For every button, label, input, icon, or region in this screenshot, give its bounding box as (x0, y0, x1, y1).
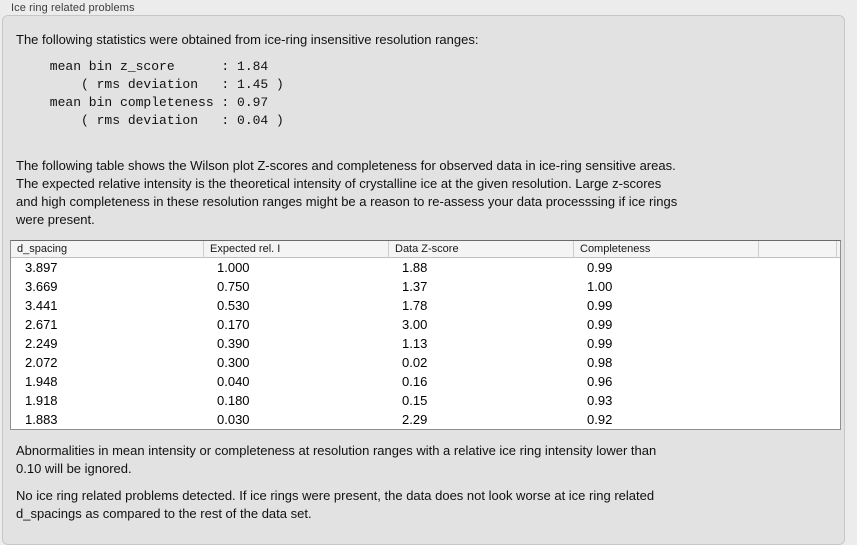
table-cell (758, 353, 836, 372)
table-cell (836, 391, 840, 410)
ignore-note-text: Abnormalities in mean intensity or compl… (16, 443, 657, 476)
table-cell: 0.750 (217, 279, 250, 294)
table-cell: 3.897 (25, 260, 58, 275)
table-cell (758, 258, 836, 277)
table-cell: 0.170 (217, 317, 250, 332)
table-cell: 0.99 (587, 317, 613, 332)
table-cell (758, 391, 836, 410)
table-cell: 1.88 (402, 260, 428, 275)
results-table: d_spacing Expected rel. I Data Z-score Comp… (10, 240, 841, 430)
column-header: Completeness (573, 241, 758, 258)
table-row[interactable]: 3.897 1.000 1.88 0.99 (11, 258, 840, 277)
table-cell: 0.180 (217, 393, 250, 408)
column-header: Data Z-score (388, 241, 573, 258)
table-cell: 0.02 (402, 355, 428, 370)
table-cell: 1.00 (587, 279, 613, 294)
column-header: Expected rel. I (203, 241, 388, 258)
table-cell: 1.883 (25, 412, 58, 427)
column-header: d_spacing (11, 241, 203, 258)
table-cell: 0.16 (402, 374, 428, 389)
table-cell: 3.669 (25, 279, 58, 294)
table-row[interactable]: 2.671 0.170 3.00 0.99 (11, 315, 840, 334)
column-header (836, 241, 840, 258)
table-cell: 0.530 (217, 298, 250, 313)
table-container: d_spacing Expected rel. I Data Z-score Comp… (10, 240, 841, 430)
table-cell: 0.390 (217, 336, 250, 351)
description-text: The following table shows the Wilson plo… (16, 158, 678, 227)
table-cell: 1.78 (402, 298, 428, 313)
table-cell (836, 315, 840, 334)
table-cell (758, 315, 836, 334)
panel-title: Ice ring related problems (11, 2, 135, 14)
table-row[interactable]: 3.441 0.530 1.78 0.99 (11, 296, 840, 315)
table-cell: 0.15 (402, 393, 428, 408)
table-cell (836, 353, 840, 372)
stats-block: mean bin z_score : 1.84 ( rms deviation … (49, 59, 284, 128)
table-cell: 0.99 (587, 260, 613, 275)
table-cell (836, 296, 840, 315)
table-cell (758, 372, 836, 391)
table-row[interactable]: 1.918 0.180 0.15 0.93 (11, 391, 840, 410)
table-cell: 0.92 (587, 412, 613, 427)
conclusion-text: No ice ring related problems detected. I… (16, 488, 655, 521)
table-row[interactable]: 1.883 0.030 2.29 0.92 (11, 410, 840, 429)
table-cell: 0.030 (217, 412, 250, 427)
table-row[interactable]: 2.072 0.300 0.02 0.98 (11, 353, 840, 372)
table-body: 3.897 1.000 1.88 0.99 3.669 0.750 1.37 1.00 3.44… (11, 258, 840, 429)
table-cell (758, 334, 836, 353)
table-cell (836, 410, 840, 429)
table-cell (758, 410, 836, 429)
table-cell: 2.671 (25, 317, 58, 332)
table-cell: 0.96 (587, 374, 613, 389)
table-cell: 1.13 (402, 336, 428, 351)
table-cell: 0.040 (217, 374, 250, 389)
table-cell: 2.249 (25, 336, 58, 351)
stats-intro-text: The following statistics were obtained f… (16, 32, 479, 47)
table-cell: 3.441 (25, 298, 58, 313)
table-cell: 0.93 (587, 393, 613, 408)
table-cell: 3.00 (402, 317, 428, 332)
table-cell (758, 277, 836, 296)
table-cell: 2.29 (402, 412, 428, 427)
table-cell: 0.300 (217, 355, 250, 370)
table-cell: 2.072 (25, 355, 58, 370)
table-row[interactable]: 1.948 0.040 0.16 0.96 (11, 372, 840, 391)
table-cell: 0.98 (587, 355, 613, 370)
table-header-row: d_spacing Expected rel. I Data Z-score Comp… (11, 241, 840, 258)
ice-ring-panel: The following statistics were obtained f… (2, 15, 845, 545)
table-cell: 1.918 (25, 393, 58, 408)
table-row[interactable]: 2.249 0.390 1.13 0.99 (11, 334, 840, 353)
table-cell (836, 334, 840, 353)
table-cell (836, 277, 840, 296)
table-cell (836, 372, 840, 391)
table-cell (758, 296, 836, 315)
table-cell: 1.000 (217, 260, 250, 275)
table-cell: 1.948 (25, 374, 58, 389)
table-row[interactable]: 3.669 0.750 1.37 1.00 (11, 277, 840, 296)
table-cell (836, 258, 840, 277)
table-header: d_spacing Expected rel. I Data Z-score Comp… (11, 241, 840, 258)
table-cell: 0.99 (587, 298, 613, 313)
table-cell: 1.37 (402, 279, 428, 294)
column-header (758, 241, 836, 258)
table-cell: 0.99 (587, 336, 613, 351)
